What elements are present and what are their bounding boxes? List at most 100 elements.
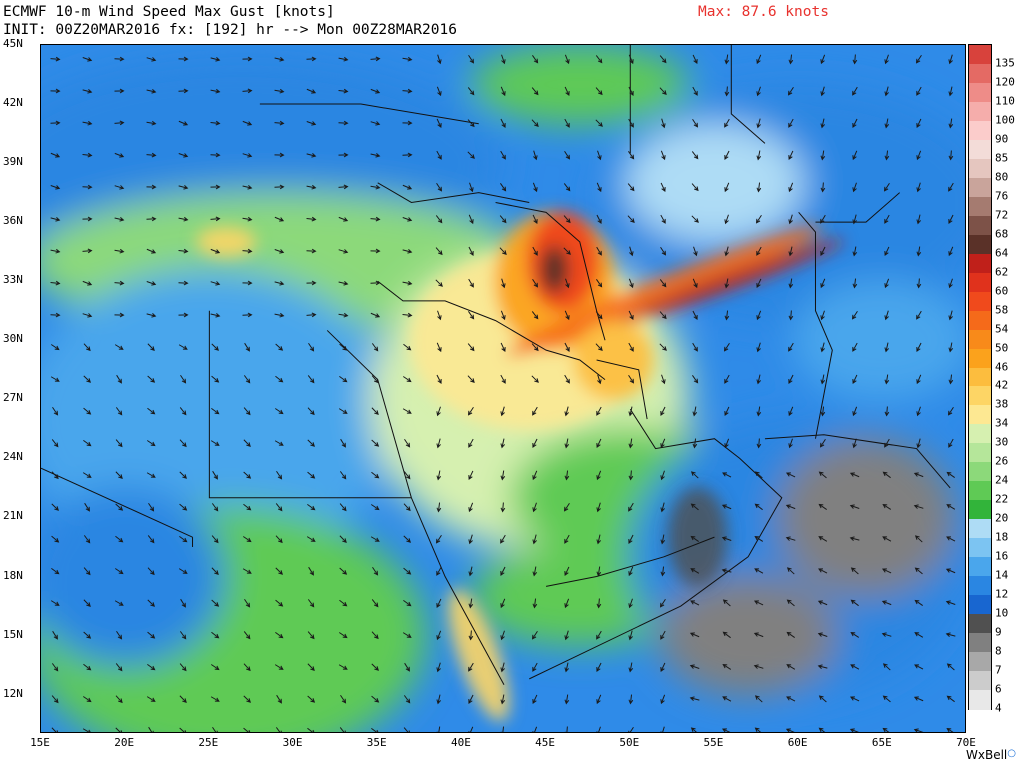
wind-arrow-icon	[916, 118, 922, 129]
wind-arrow-icon	[948, 150, 954, 161]
wind-arrow-icon	[500, 406, 505, 417]
wind-arrow-icon	[531, 343, 539, 352]
wind-arrow-icon	[531, 119, 539, 128]
wind-arrow-icon	[945, 632, 956, 637]
wind-arrow-icon	[564, 630, 569, 641]
wind-arrow-icon	[210, 664, 220, 671]
wind-arrow-icon	[499, 215, 507, 224]
wind-arrow-icon	[628, 502, 634, 512]
wind-arrow-icon	[371, 407, 379, 415]
wind-arrow-icon	[468, 438, 474, 448]
wind-arrow-icon	[660, 438, 666, 449]
wind-arrow-icon	[692, 118, 699, 128]
wind-arrow-icon	[147, 663, 156, 671]
wind-arrow-icon	[628, 151, 635, 160]
wind-arrow-icon	[852, 118, 858, 128]
colorbar-label: 20	[995, 511, 1009, 525]
wind-arrow-icon	[948, 278, 953, 289]
wind-arrow-icon	[820, 86, 825, 97]
wind-arrow-icon	[882, 727, 890, 732]
wind-arrow-icon	[402, 217, 413, 222]
wind-arrow-icon	[243, 439, 251, 447]
wind-arrow-icon	[274, 216, 285, 222]
wind-arrow-icon	[852, 278, 858, 289]
wind-arrow-icon	[307, 439, 315, 447]
colorbar-label: 72	[995, 208, 1009, 222]
colorbar-swatch	[969, 443, 991, 463]
gust-field-blob	[775, 437, 956, 598]
border-line	[545, 536, 715, 587]
wind-arrow-icon	[724, 246, 729, 257]
colorbar-swatch	[969, 139, 991, 160]
wind-arrow-icon	[339, 727, 346, 732]
wind-arrow-icon	[436, 342, 442, 353]
wind-arrow-icon	[788, 118, 794, 128]
wind-arrow-icon	[724, 182, 730, 193]
wind-arrow-icon	[788, 214, 793, 225]
wind-arrow-icon	[146, 248, 157, 254]
wind-arrow-icon	[948, 214, 954, 224]
wind-arrow-icon	[82, 184, 93, 190]
wind-arrow-icon	[724, 310, 730, 321]
wind-arrow-icon	[850, 599, 859, 607]
colorbar-swatch	[969, 367, 991, 388]
max-value-label: Max: 87.6 knots	[698, 4, 829, 20]
wind-arrow-icon	[881, 568, 892, 574]
wind-arrow-icon	[242, 56, 253, 62]
wind-arrow-icon	[436, 566, 442, 576]
colorbar-swatch	[969, 177, 991, 198]
wind-arrow-icon	[274, 120, 285, 126]
wind-arrow-icon	[467, 119, 475, 128]
wind-arrow-icon	[628, 630, 633, 641]
wind-arrow-icon	[850, 631, 860, 638]
wind-arrow-icon	[371, 663, 379, 671]
lat-tick-label: 33N	[3, 273, 23, 287]
colorbar-swatch	[969, 234, 991, 255]
wind-arrow-icon	[436, 630, 442, 641]
colorbar-swatch	[969, 196, 991, 217]
wind-arrow-icon	[402, 56, 413, 62]
wind-arrow-icon	[50, 56, 61, 62]
colorbar-swatch	[969, 101, 991, 122]
colorbar-label: 9	[995, 625, 1002, 639]
colorbar-label: 120	[995, 75, 1015, 89]
wind-arrow-icon	[436, 470, 442, 481]
wind-arrow-icon	[115, 535, 124, 543]
lon-tick-label: 70E	[956, 736, 976, 749]
wind-arrow-icon	[242, 280, 253, 286]
wind-arrow-icon	[564, 310, 570, 321]
wind-arrow-icon	[50, 280, 61, 286]
wind-arrow-icon	[114, 56, 125, 62]
wind-arrow-icon	[659, 598, 666, 608]
wind-arrow-icon	[722, 599, 731, 607]
wind-arrow-icon	[786, 696, 796, 702]
wind-arrow-icon	[243, 695, 251, 703]
wind-arrow-icon	[468, 311, 475, 320]
wind-arrow-icon	[756, 182, 762, 193]
wind-arrow-icon	[753, 664, 764, 669]
wind-arrow-icon	[659, 279, 667, 288]
colorbar-label: 12	[995, 587, 1009, 601]
wind-arrow-icon	[724, 278, 730, 289]
wind-arrow-icon	[308, 342, 315, 352]
wind-arrow-icon	[178, 88, 189, 94]
wind-arrow-icon	[370, 56, 381, 62]
wind-arrow-icon	[436, 374, 442, 384]
wind-arrow-icon	[468, 598, 474, 609]
wind-arrow-icon	[211, 631, 220, 639]
wind-arrow-icon	[306, 184, 317, 190]
wind-arrow-icon	[882, 471, 891, 479]
wind-arrow-icon	[689, 664, 700, 669]
wind-arrow-icon	[468, 470, 474, 481]
wind-arrow-icon	[371, 471, 380, 479]
wind-arrow-icon	[180, 598, 186, 608]
colorbar-label: 50	[995, 341, 1009, 355]
colorbar-label: 64	[995, 246, 1009, 260]
wind-arrow-icon	[756, 310, 762, 321]
wind-arrow-icon	[884, 310, 889, 321]
wind-arrow-icon	[500, 470, 506, 481]
wind-arrow-icon	[724, 214, 729, 225]
wind-arrow-icon	[274, 281, 285, 286]
wind-arrow-icon	[818, 727, 826, 732]
wind-arrow-icon	[596, 438, 602, 449]
